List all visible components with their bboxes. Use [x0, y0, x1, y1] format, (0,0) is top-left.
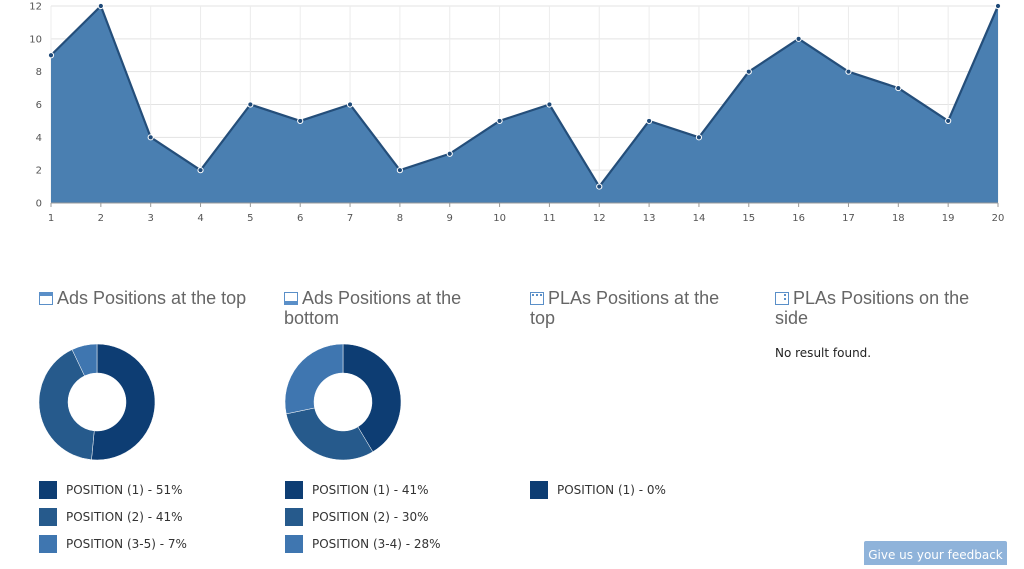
- x-tick-label: 16: [792, 213, 805, 224]
- donut-ads-bottom: [284, 343, 402, 461]
- data-point[interactable]: [496, 117, 503, 125]
- data-point[interactable]: [197, 167, 204, 174]
- panel-title-text: Ads Positions at the top: [57, 288, 247, 308]
- legend-label: POSITION (2) - 41%: [66, 510, 183, 524]
- donut-ads-top: [38, 343, 156, 461]
- legend-label: POSITION (1) - 51%: [66, 483, 183, 497]
- legend-ads-top: POSITION (1) - 51% POSITION (2) - 41% POSI…: [39, 481, 259, 561]
- panel-title: Ads Positions at the bottom: [284, 288, 494, 328]
- panel-title-text: PLAs Positions at the top: [530, 288, 720, 328]
- legend-ads-bottom: POSITION (1) - 41% POSITION (2) - 30% POSI…: [285, 481, 505, 561]
- legend-swatch: [530, 481, 548, 499]
- data-point[interactable]: [346, 101, 354, 108]
- x-tick-label: 5: [247, 213, 253, 224]
- data-point[interactable]: [994, 2, 1002, 10]
- donut-slice[interactable]: [284, 343, 344, 415]
- data-point[interactable]: [297, 117, 304, 125]
- x-tick-label: 4: [197, 213, 203, 224]
- x-tick-label: 18: [892, 213, 905, 224]
- y-tick-label: 10: [29, 34, 42, 45]
- donut-slice[interactable]: [91, 343, 156, 461]
- data-point[interactable]: [446, 150, 453, 157]
- legend-swatch: [39, 481, 57, 499]
- data-point[interactable]: [745, 68, 752, 75]
- panel-plas-side: PLAs Positions on the side: [775, 288, 985, 328]
- x-tick-label: 19: [942, 213, 955, 224]
- y-tick-label: 6: [36, 100, 42, 111]
- panel-title: PLAs Positions at the top: [530, 288, 740, 328]
- legend-swatch: [39, 535, 57, 553]
- feedback-button[interactable]: Give us your feedback: [864, 541, 1007, 565]
- y-tick-label: 4: [36, 133, 42, 144]
- panel-title: Ads Positions at the top: [39, 288, 249, 308]
- y-tick-label: 2: [36, 166, 42, 177]
- x-tick-label: 1: [48, 213, 54, 224]
- legend-swatch: [39, 508, 57, 526]
- x-tick-label: 14: [693, 213, 706, 224]
- data-point[interactable]: [396, 167, 403, 174]
- data-point[interactable]: [945, 117, 952, 125]
- legend-label: POSITION (1) - 41%: [312, 483, 429, 497]
- data-point[interactable]: [596, 183, 603, 190]
- y-tick-label: 8: [36, 67, 42, 78]
- y-tick-label: 12: [29, 2, 42, 13]
- legend-swatch: [285, 481, 303, 499]
- x-tick-label: 7: [347, 213, 353, 224]
- x-tick-label: 10: [493, 213, 506, 224]
- data-point[interactable]: [97, 2, 104, 10]
- x-tick-label: 6: [297, 213, 303, 224]
- data-point[interactable]: [895, 84, 902, 92]
- panel-title-text: PLAs Positions on the side: [775, 288, 970, 328]
- data-point[interactable]: [646, 117, 653, 125]
- x-tick-label: 12: [593, 213, 606, 224]
- x-tick-label: 3: [147, 213, 153, 224]
- donut-slice[interactable]: [342, 343, 402, 453]
- panel-ads-bottom: Ads Positions at the bottom: [284, 288, 494, 328]
- panel-ads-top: Ads Positions at the top: [39, 288, 249, 308]
- x-tick-label: 11: [543, 213, 556, 224]
- x-tick-label: 9: [447, 213, 453, 224]
- donut-slice[interactable]: [38, 349, 95, 461]
- legend-label: POSITION (1) - 0%: [557, 483, 666, 497]
- plas-top-icon: [530, 292, 544, 305]
- legend-swatch: [285, 535, 303, 553]
- legend-swatch: [285, 508, 303, 526]
- data-point[interactable]: [795, 35, 802, 42]
- donut-slice[interactable]: [71, 343, 98, 377]
- x-tick-label: 15: [742, 213, 755, 224]
- plas-side-icon: [775, 292, 789, 305]
- panel-title-text: Ads Positions at the bottom: [284, 288, 462, 328]
- data-point[interactable]: [845, 68, 852, 75]
- no-result-message: No result found.: [775, 346, 872, 360]
- series-line: [50, 4, 1000, 188]
- data-point[interactable]: [546, 101, 553, 108]
- x-tick-label: 2: [98, 213, 104, 224]
- panel-plas-top: PLAs Positions at the top: [530, 288, 740, 328]
- data-point[interactable]: [47, 52, 55, 59]
- donut-slice[interactable]: [285, 407, 374, 461]
- x-tick-label: 20: [992, 213, 1005, 224]
- data-point[interactable]: [247, 101, 254, 108]
- x-tick-label: 13: [643, 213, 656, 224]
- data-point[interactable]: [147, 134, 154, 141]
- y-tick-label: 0: [36, 199, 42, 210]
- legend-label: POSITION (3-5) - 7%: [66, 537, 187, 551]
- data-point[interactable]: [695, 134, 703, 141]
- legend-label: POSITION (3-4) - 28%: [312, 537, 441, 551]
- panel-title: PLAs Positions on the side: [775, 288, 985, 328]
- x-tick-label: 17: [842, 213, 855, 224]
- ads-bottom-icon: [284, 292, 298, 305]
- legend-label: POSITION (2) - 30%: [312, 510, 429, 524]
- ads-top-icon: [39, 292, 53, 305]
- legend-plas-top: POSITION (1) - 0%: [530, 481, 750, 511]
- x-tick-label: 8: [397, 213, 403, 224]
- area-fill: [51, 6, 998, 203]
